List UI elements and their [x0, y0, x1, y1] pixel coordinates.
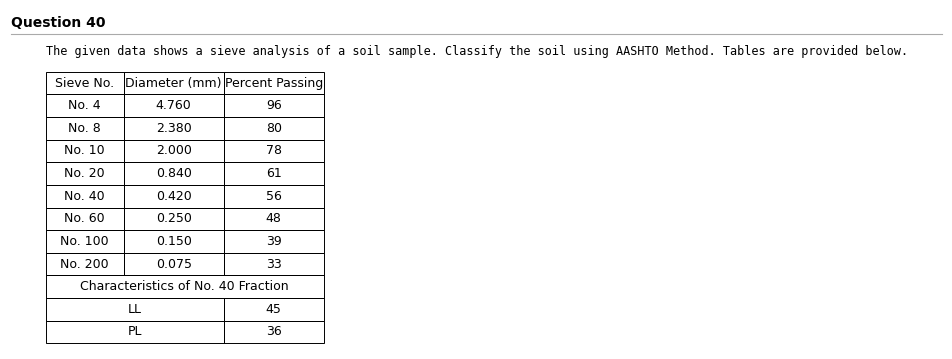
Text: Question 40: Question 40 — [11, 16, 106, 30]
Text: Diameter (mm): Diameter (mm) — [126, 76, 222, 90]
Text: 4.760: 4.760 — [156, 99, 191, 112]
Bar — [224, 140, 324, 162]
Bar — [224, 162, 324, 185]
Bar — [224, 208, 324, 230]
Text: 2.380: 2.380 — [156, 122, 191, 135]
Text: 33: 33 — [266, 257, 282, 271]
Text: 45: 45 — [266, 303, 282, 316]
Text: 56: 56 — [266, 190, 282, 203]
Text: 96: 96 — [266, 99, 282, 112]
Text: PL: PL — [128, 325, 142, 339]
Text: 39: 39 — [266, 235, 282, 248]
Bar — [124, 208, 224, 230]
Text: No. 10: No. 10 — [65, 144, 105, 158]
Text: 36: 36 — [266, 325, 282, 339]
Bar — [124, 72, 224, 94]
Bar — [46, 94, 124, 117]
Text: No. 100: No. 100 — [60, 235, 109, 248]
Text: 78: 78 — [266, 144, 282, 158]
Bar — [224, 117, 324, 140]
Bar — [46, 208, 124, 230]
Bar — [46, 140, 124, 162]
Bar — [46, 253, 124, 275]
Bar — [224, 230, 324, 253]
Bar — [124, 162, 224, 185]
Bar — [224, 253, 324, 275]
Text: 80: 80 — [266, 122, 282, 135]
Bar — [124, 253, 224, 275]
Text: No. 200: No. 200 — [60, 257, 109, 271]
Bar — [124, 117, 224, 140]
Text: 2.000: 2.000 — [156, 144, 191, 158]
Bar — [224, 94, 324, 117]
Text: 61: 61 — [266, 167, 282, 180]
Bar — [46, 117, 124, 140]
Text: 0.840: 0.840 — [156, 167, 191, 180]
Bar — [46, 162, 124, 185]
Text: No. 20: No. 20 — [65, 167, 105, 180]
Bar — [46, 298, 224, 321]
Bar — [124, 94, 224, 117]
Bar — [46, 321, 224, 343]
Text: The given data shows a sieve analysis of a soil sample. Classify the soil using : The given data shows a sieve analysis of… — [46, 45, 908, 58]
Text: No. 4: No. 4 — [69, 99, 101, 112]
Text: 0.250: 0.250 — [156, 212, 191, 225]
Text: No. 8: No. 8 — [69, 122, 101, 135]
Text: LL: LL — [128, 303, 142, 316]
Bar — [124, 230, 224, 253]
Bar — [46, 185, 124, 208]
Bar — [224, 321, 324, 343]
Text: No. 60: No. 60 — [65, 212, 105, 225]
Text: 0.075: 0.075 — [156, 257, 191, 271]
Text: Sieve No.: Sieve No. — [55, 76, 114, 90]
Bar — [124, 140, 224, 162]
Text: 0.150: 0.150 — [156, 235, 191, 248]
Bar — [46, 275, 324, 298]
Bar — [124, 185, 224, 208]
Bar — [224, 298, 324, 321]
Bar — [46, 72, 124, 94]
Bar — [224, 185, 324, 208]
Text: Percent Passing: Percent Passing — [225, 76, 323, 90]
Text: No. 40: No. 40 — [65, 190, 105, 203]
Text: 0.420: 0.420 — [156, 190, 191, 203]
Bar — [224, 72, 324, 94]
Text: 48: 48 — [266, 212, 282, 225]
Bar — [46, 230, 124, 253]
Text: Characteristics of No. 40 Fraction: Characteristics of No. 40 Fraction — [80, 280, 289, 293]
